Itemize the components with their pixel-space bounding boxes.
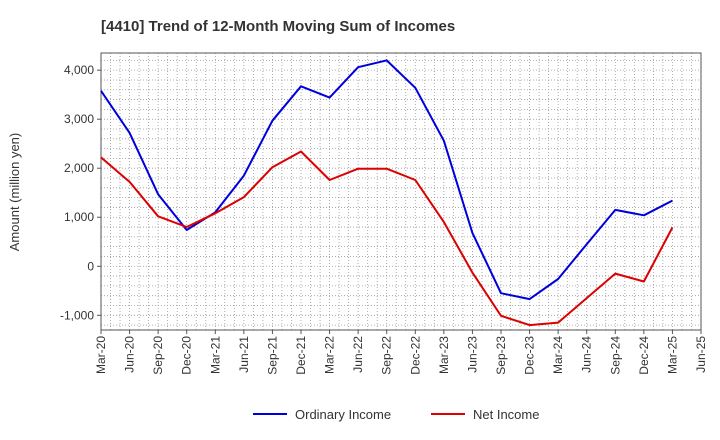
x-tick-label: Mar-25 (665, 336, 679, 374)
x-tick-label: Jun-25 (694, 336, 708, 373)
y-tick-label: -1,000 (60, 308, 94, 322)
x-tick-label: Sep-24 (608, 336, 622, 375)
y-tick-label: 0 (87, 259, 94, 273)
series-line-ordinary-income (100, 59, 673, 301)
plot-background (101, 53, 701, 330)
series-lines (100, 59, 674, 327)
y-tick-label: 1,000 (64, 210, 94, 224)
x-tick-label: Jun-22 (351, 336, 365, 373)
legend-label: Net Income (473, 407, 539, 422)
plot-frame (100, 52, 702, 331)
y-axis-ticks: -1,000 0 1,000 2,000 3,000 4,000 (60, 63, 101, 322)
y-tick-label: 4,000 (64, 63, 94, 77)
x-tick-label: Mar-23 (437, 336, 451, 374)
x-tick-label: Sep-23 (494, 336, 508, 375)
plot-area (100, 52, 702, 331)
x-tick-label: Dec-21 (294, 336, 308, 375)
x-tick-label: Jun-24 (580, 336, 594, 373)
y-axis-label: Amount (million yen) (7, 133, 22, 252)
series-line-net-income (100, 150, 674, 327)
legend-label: Ordinary Income (295, 407, 391, 422)
x-tick-label: Jun-23 (465, 336, 479, 373)
x-tick-label: Dec-20 (180, 336, 194, 375)
x-tick-label: Jun-21 (237, 336, 251, 373)
x-tick-label: Dec-24 (637, 336, 651, 375)
y-tick-label: 3,000 (64, 112, 94, 126)
legend: Ordinary Income Net Income (253, 407, 539, 422)
x-tick-label: Mar-24 (551, 336, 565, 374)
chart-title: [4410] Trend of 12-Month Moving Sum of I… (101, 18, 455, 35)
x-tick-label: Mar-21 (208, 336, 222, 374)
x-tick-label: Dec-23 (523, 336, 537, 375)
x-tick-label: Dec-22 (408, 336, 422, 375)
x-axis-ticks: Mar-20 Jun-20 Sep-20 Dec-20 Mar-21 Jun-21 Sep-… (94, 330, 708, 375)
y-tick-label: 2,000 (64, 161, 94, 175)
x-tick-label: Sep-20 (151, 336, 165, 375)
x-tick-label: Mar-20 (94, 336, 108, 374)
x-tick-label: Sep-22 (380, 336, 394, 375)
x-tick-label: Mar-22 (323, 336, 337, 374)
x-tick-label: Jun-20 (123, 336, 137, 373)
x-tick-label: Sep-21 (265, 336, 279, 375)
